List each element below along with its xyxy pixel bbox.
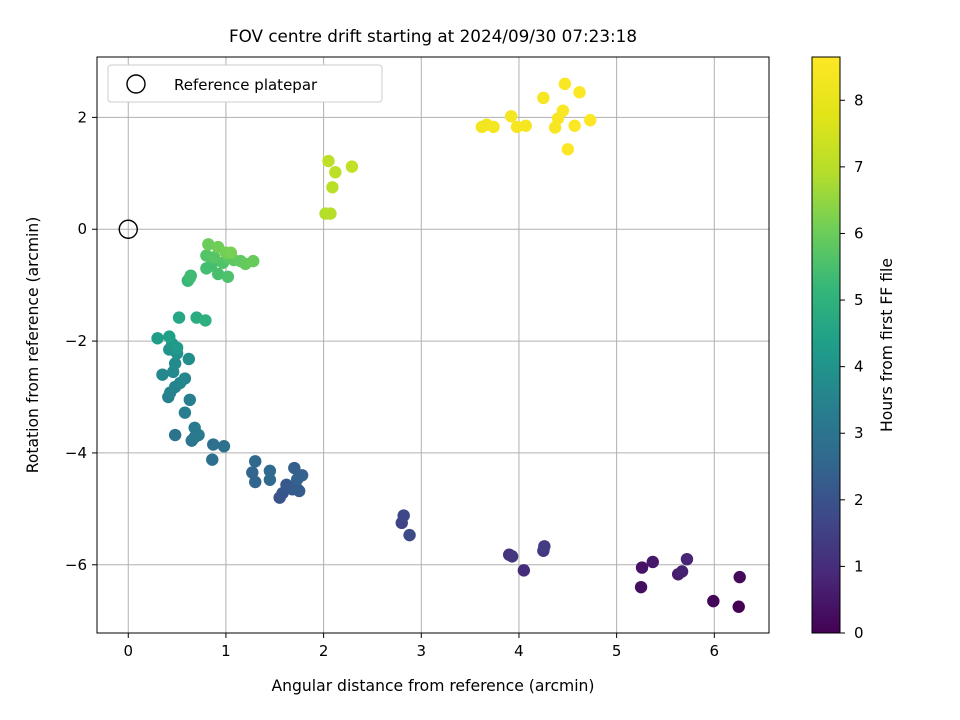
data-point xyxy=(324,207,337,220)
data-point xyxy=(487,120,500,134)
data-point xyxy=(217,440,231,453)
colorbar-tick-label: 2 xyxy=(854,491,864,509)
x-tick-label: 3 xyxy=(417,642,427,660)
data-point xyxy=(170,341,184,354)
colorbar-tick-label: 3 xyxy=(854,424,864,442)
legend-marker-reference xyxy=(126,74,146,94)
data-point xyxy=(397,509,410,522)
data-point xyxy=(573,86,586,99)
data-point xyxy=(263,473,277,486)
data-point xyxy=(202,238,215,251)
data-point xyxy=(634,580,648,594)
data-point xyxy=(156,368,169,381)
data-point xyxy=(504,110,518,123)
data-point xyxy=(183,393,196,407)
legend-label-reference: Reference platepar xyxy=(174,76,318,94)
data-point xyxy=(707,594,720,608)
grid-lines xyxy=(97,57,769,633)
data-point xyxy=(288,461,301,475)
x-tick-label: 1 xyxy=(221,642,231,660)
data-point xyxy=(646,555,659,569)
data-point xyxy=(558,77,572,91)
x-tick-label: 0 xyxy=(123,642,133,660)
colorbar-tick-label: 0 xyxy=(854,624,864,642)
data-point xyxy=(584,113,597,127)
data-point xyxy=(635,561,649,574)
data-point xyxy=(263,464,277,478)
colorbar-tick-label: 4 xyxy=(854,358,864,376)
colorbar-tick-label: 1 xyxy=(854,557,864,575)
data-point xyxy=(188,421,201,434)
data-point xyxy=(199,314,212,327)
data-point xyxy=(182,352,196,366)
data-point xyxy=(208,251,221,264)
colorbar-label: Hours from first FF file xyxy=(878,258,896,432)
data-point xyxy=(675,565,689,578)
colorbar-ticks: 0 1 2 3 4 5 6 7 8 xyxy=(840,91,864,642)
data-point xyxy=(322,154,335,168)
x-tick-label: 4 xyxy=(514,642,524,660)
data-point xyxy=(403,528,416,542)
data-point xyxy=(732,600,745,613)
data-point xyxy=(184,269,197,282)
data-point xyxy=(246,466,259,479)
data-point xyxy=(168,357,182,370)
data-point xyxy=(249,455,262,468)
x-tick-label: 2 xyxy=(319,642,329,660)
colorbar: 0 1 2 3 4 5 6 7 8 Hours from first FF file xyxy=(811,56,896,642)
data-point xyxy=(247,254,260,268)
data-point xyxy=(221,270,235,283)
colorbar-tick-label: 8 xyxy=(854,91,864,109)
data-point xyxy=(519,119,532,132)
y-tick-label: 2 xyxy=(77,108,87,126)
x-axis-label: Angular distance from reference (arcmin) xyxy=(271,677,594,695)
data-point xyxy=(568,119,581,132)
data-point xyxy=(680,552,694,566)
y-tick-label: −4 xyxy=(65,444,87,462)
data-point xyxy=(345,160,359,173)
x-tick-label: 5 xyxy=(612,642,622,660)
data-point xyxy=(168,428,182,442)
data-point xyxy=(151,332,164,345)
y-tick-label: 0 xyxy=(77,220,87,238)
data-point xyxy=(178,406,192,419)
data-point xyxy=(291,473,304,486)
data-point xyxy=(537,91,550,105)
legend: Reference platepar xyxy=(107,64,383,103)
chart-title: FOV centre drift starting at 2024/09/30 … xyxy=(229,26,637,46)
colorbar-tick-label: 6 xyxy=(854,224,864,242)
legend-box xyxy=(107,64,383,103)
data-point xyxy=(517,564,531,577)
data-point xyxy=(538,540,551,553)
data-point xyxy=(561,143,574,156)
data-point xyxy=(329,166,342,179)
y-tick-label: −6 xyxy=(65,556,87,574)
data-point xyxy=(556,104,570,117)
data-point xyxy=(211,267,225,281)
colorbar-tick-label: 5 xyxy=(854,291,864,309)
data-point xyxy=(326,181,339,194)
data-point xyxy=(505,550,519,563)
y-axis-label: Rotation from reference (arcmin) xyxy=(24,217,42,474)
colorbar-gradient xyxy=(811,56,841,634)
data-point xyxy=(172,311,186,324)
data-point xyxy=(292,484,306,498)
data-point xyxy=(249,475,262,489)
x-tick-label: 6 xyxy=(710,642,720,660)
data-point xyxy=(224,246,238,259)
scatter-points xyxy=(151,77,746,613)
data-point xyxy=(733,570,746,584)
y-tick-label: −2 xyxy=(65,332,87,350)
plot-frame xyxy=(96,56,770,634)
data-point xyxy=(206,453,219,466)
data-point xyxy=(207,438,220,451)
data-point xyxy=(163,330,176,343)
data-point xyxy=(178,372,192,385)
axes: 0 1 2 3 4 5 6 −6 −4 −2 0 2 xyxy=(65,108,719,660)
reference-platepar-marker xyxy=(118,219,138,239)
colorbar-tick-label: 7 xyxy=(854,158,864,176)
